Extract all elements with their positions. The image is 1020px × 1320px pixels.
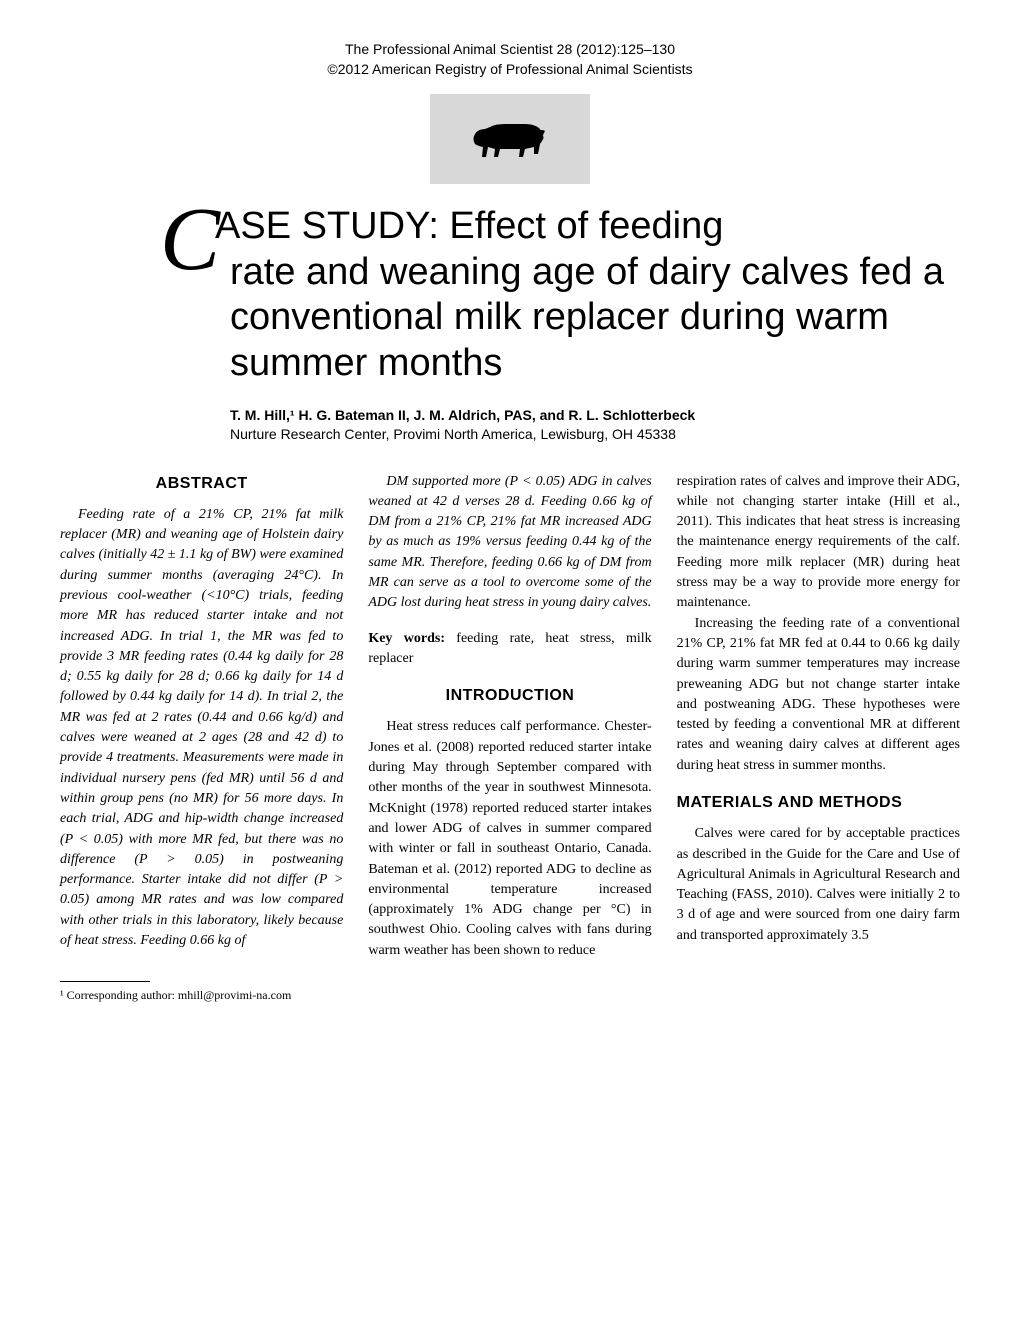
abstract-paragraph: Feeding rate of a 21% CP, 21% fat milk r… — [60, 505, 343, 952]
authors: T. M. Hill,¹ H. G. Bateman II, J. M. Ald… — [230, 407, 960, 423]
column-2: DM supported more (P < 0.05) ADG in calv… — [368, 472, 651, 1005]
abstract-heading: ABSTRACT — [60, 472, 343, 495]
copyright-line: ©2012 American Registry of Professional … — [60, 60, 960, 80]
article-title: CASE STUDY: Effect of feeding rate and w… — [160, 204, 960, 441]
intro-paragraph-3: Increasing the feeding rate of a convent… — [677, 614, 960, 776]
column-1: ABSTRACT Feeding rate of a 21% CP, 21% f… — [60, 472, 343, 1005]
intro-paragraph-1: Heat stress reduces calf performance. Ch… — [368, 717, 651, 961]
journal-citation: The Professional Animal Scientist 28 (20… — [60, 40, 960, 60]
affiliation: Nurture Research Center, Provimi North A… — [230, 426, 960, 442]
introduction-heading: INTRODUCTION — [368, 684, 651, 707]
drop-cap: C — [160, 204, 220, 276]
methods-heading: MATERIALS AND METHODS — [677, 791, 960, 814]
journal-header: The Professional Animal Scientist 28 (20… — [60, 40, 960, 79]
column-3: respiration rates of calves and improve … — [677, 472, 960, 1005]
intro-paragraph-2: respiration rates of calves and improve … — [677, 472, 960, 614]
corresponding-author-footnote: ¹ Corresponding author: mhill@provimi-na… — [60, 987, 343, 1004]
content-columns: ABSTRACT Feeding rate of a 21% CP, 21% f… — [60, 472, 960, 1005]
footnote-rule — [60, 981, 150, 982]
keywords: Key words: feeding rate, heat stress, mi… — [368, 629, 651, 670]
cow-icon — [460, 109, 560, 169]
methods-paragraph-1: Calves were cared for by acceptable prac… — [677, 824, 960, 946]
keywords-label: Key words: — [368, 631, 445, 646]
title-first-line: ASE STUDY: Effect of feeding — [215, 205, 723, 247]
abstract-continuation: DM supported more (P < 0.05) ADG in calv… — [368, 472, 651, 614]
logo-box — [430, 94, 590, 184]
title-rest: rate and weaning age of dairy calves fed… — [230, 250, 960, 387]
